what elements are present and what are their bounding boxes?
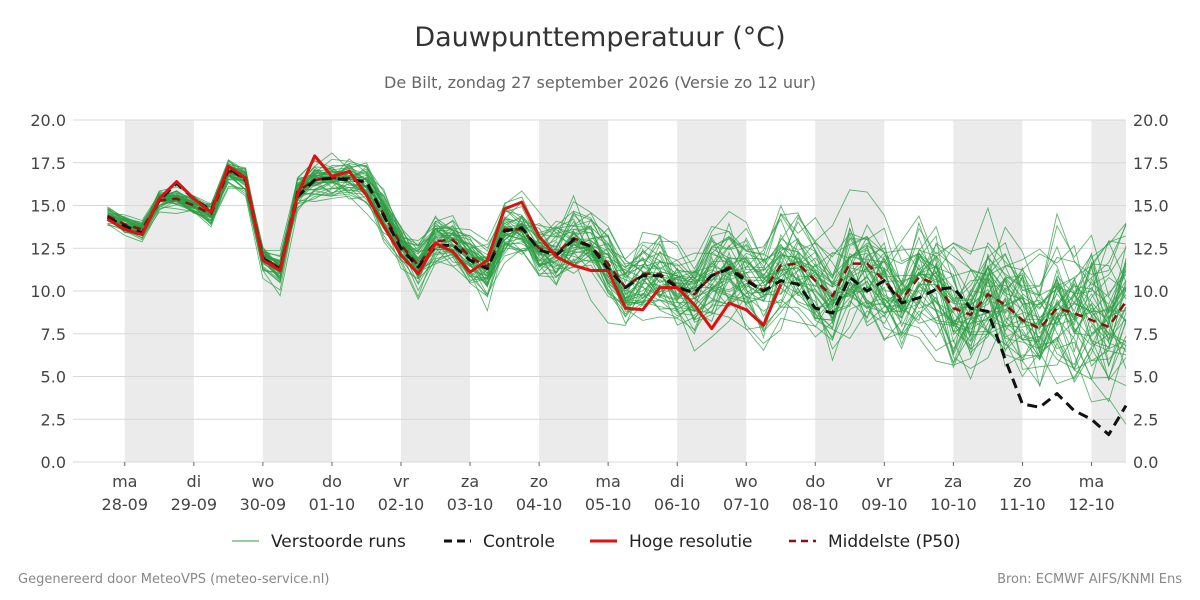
- chart-subtitle: De Bilt, zondag 27 september 2026 (Versi…: [384, 73, 816, 92]
- x-tick-day: vr: [393, 472, 409, 491]
- x-tick-day: ma: [112, 472, 137, 491]
- x-tick-date: 29-09: [171, 495, 218, 514]
- x-tick-day: ma: [1079, 472, 1104, 491]
- x-tick-date: 02-10: [378, 495, 425, 514]
- y-tick-label-right: 20.0: [1133, 111, 1169, 130]
- x-tick-date: 08-10: [792, 495, 839, 514]
- x-tick-date: 04-10: [516, 495, 563, 514]
- x-tick-date: 11-10: [999, 495, 1046, 514]
- x-tick-day: za: [944, 472, 962, 491]
- x-axis: ma 28-09 di 29-09 wo 30-09 do 01-10 vr 02-10 za 03-…: [102, 462, 1115, 514]
- x-tick-date: 05-10: [585, 495, 632, 514]
- x-tick-date: 10-10: [930, 495, 977, 514]
- y-tick-label-left: 10.0: [30, 282, 66, 301]
- legend-high-res-label: Hoge resolutie: [629, 532, 753, 552]
- x-tick-day: zo: [1013, 472, 1031, 491]
- legend-median-label: Middelste (P50): [828, 532, 961, 552]
- ensemble-member-line: [107, 174, 1127, 350]
- y-tick-label-right: 17.5: [1133, 154, 1169, 173]
- legend-ensemble-label: Verstoorde runs: [271, 532, 406, 552]
- x-tick-day: ma: [595, 472, 620, 491]
- x-tick-day: do: [322, 472, 342, 491]
- x-tick-date: 06-10: [654, 495, 701, 514]
- ensemble-member-line: [107, 181, 1127, 353]
- footer-credit: Gegenereerd door MeteoVPS (meteo-service…: [18, 572, 330, 587]
- y-tick-label-right: 12.5: [1133, 239, 1169, 258]
- y-tick-label-left: 15.0: [30, 197, 66, 216]
- x-tick-day: za: [461, 472, 479, 491]
- y-tick-label-right: 10.0: [1133, 282, 1169, 301]
- x-tick-date: 03-10: [447, 495, 494, 514]
- y-tick-label-left: 7.5: [41, 325, 66, 344]
- x-tick-date: 12-10: [1068, 495, 1115, 514]
- x-tick-day: vr: [876, 472, 892, 491]
- y-tick-label-left: 5.0: [41, 368, 66, 387]
- x-tick-day: di: [187, 472, 202, 491]
- ensemble-member-line: [107, 158, 1127, 341]
- x-tick-date: 30-09: [240, 495, 287, 514]
- ensemble-member-line: [107, 169, 1127, 371]
- y-tick-label-right: 7.5: [1133, 325, 1158, 344]
- y-axis-left: 0.0 2.5 5.0 7.5 10.0 12.5 15.0 17.5 20.0: [30, 111, 66, 472]
- x-tick-day: wo: [251, 472, 274, 491]
- x-tick-date: 09-10: [861, 495, 908, 514]
- chart-title: Dauwpunttemperatuur (°C): [414, 22, 786, 53]
- ensemble-member-line: [107, 165, 1127, 340]
- y-tick-label-right: 2.5: [1133, 410, 1158, 429]
- x-tick-date: 28-09: [102, 495, 149, 514]
- y-tick-label-right: 5.0: [1133, 368, 1158, 387]
- ensemble-member-line: [107, 159, 1127, 385]
- y-tick-label-left: 12.5: [30, 239, 66, 258]
- y-tick-label-left: 20.0: [30, 111, 66, 130]
- high-res-line: [106, 154, 783, 331]
- x-tick-day: di: [670, 472, 685, 491]
- x-tick-day: do: [805, 472, 825, 491]
- x-tick-date: 01-10: [309, 495, 356, 514]
- ensemble-member-line: [107, 171, 1127, 425]
- x-tick-day: zo: [530, 472, 548, 491]
- main-series: [106, 154, 1128, 437]
- y-tick-label-left: 2.5: [41, 410, 66, 429]
- y-tick-label-left: 17.5: [30, 154, 66, 173]
- x-tick-day: wo: [735, 472, 758, 491]
- y-axis-right: 0.0 2.5 5.0 7.5 10.0 12.5 15.0 17.5 20.0: [1133, 111, 1169, 472]
- ensemble-member-line: [107, 170, 1127, 356]
- y-tick-label-left: 0.0: [41, 453, 66, 472]
- median-line: [106, 170, 1128, 330]
- footer-source: Bron: ECMWF AIFS/KNMI Ens: [997, 572, 1182, 587]
- y-tick-label-right: 0.0: [1133, 453, 1158, 472]
- y-tick-label-right: 15.0: [1133, 197, 1169, 216]
- legend: Verstoorde runs Controle Hoge resolutie Mid…: [232, 532, 961, 552]
- x-tick-date: 07-10: [723, 495, 770, 514]
- legend-control-label: Controle: [483, 532, 555, 552]
